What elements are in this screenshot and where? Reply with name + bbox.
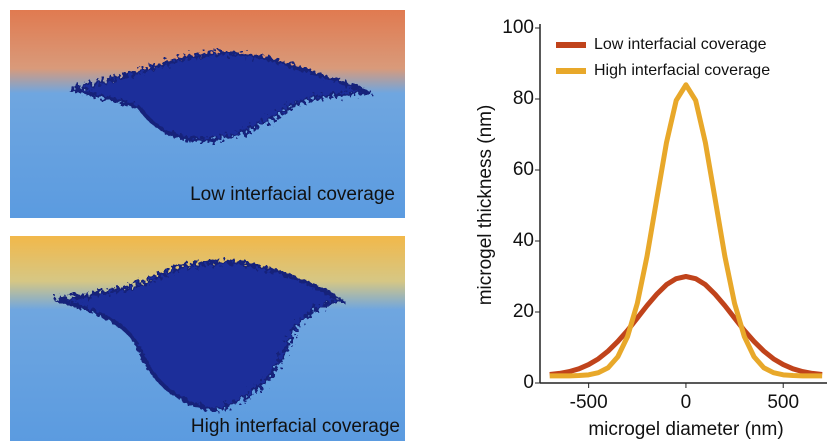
panel-caption: Low interfacial coverage (190, 184, 395, 205)
x-tick-label: 0 (681, 392, 692, 413)
data-line (549, 82, 823, 379)
y-axis-label: microgel thickness (nm) (475, 105, 496, 306)
legend-label: High interfacial coverage (594, 62, 770, 79)
x-tick-label: 500 (767, 392, 799, 413)
x-tick-label: -500 (570, 392, 608, 413)
y-tick-label: 100 (502, 17, 534, 38)
microgel (54, 260, 346, 413)
legend-label: Low interfacial coverage (594, 36, 767, 53)
panel-caption: High interfacial coverage (191, 416, 400, 437)
y-tick-label: 60 (513, 159, 534, 180)
y-tick-label: 40 (513, 230, 534, 251)
panel-low: Low interfacial coverage (10, 10, 405, 218)
data-line (549, 274, 823, 377)
x-axis-label: microgel diameter (nm) (588, 419, 783, 440)
panel-high: High interfacial coverage (10, 236, 405, 441)
y-tick-label: 80 (513, 88, 534, 109)
microgel (69, 51, 371, 143)
plot-area (549, 82, 823, 379)
y-tick-label: 20 (513, 301, 534, 322)
y-tick-label: 0 (523, 372, 534, 393)
